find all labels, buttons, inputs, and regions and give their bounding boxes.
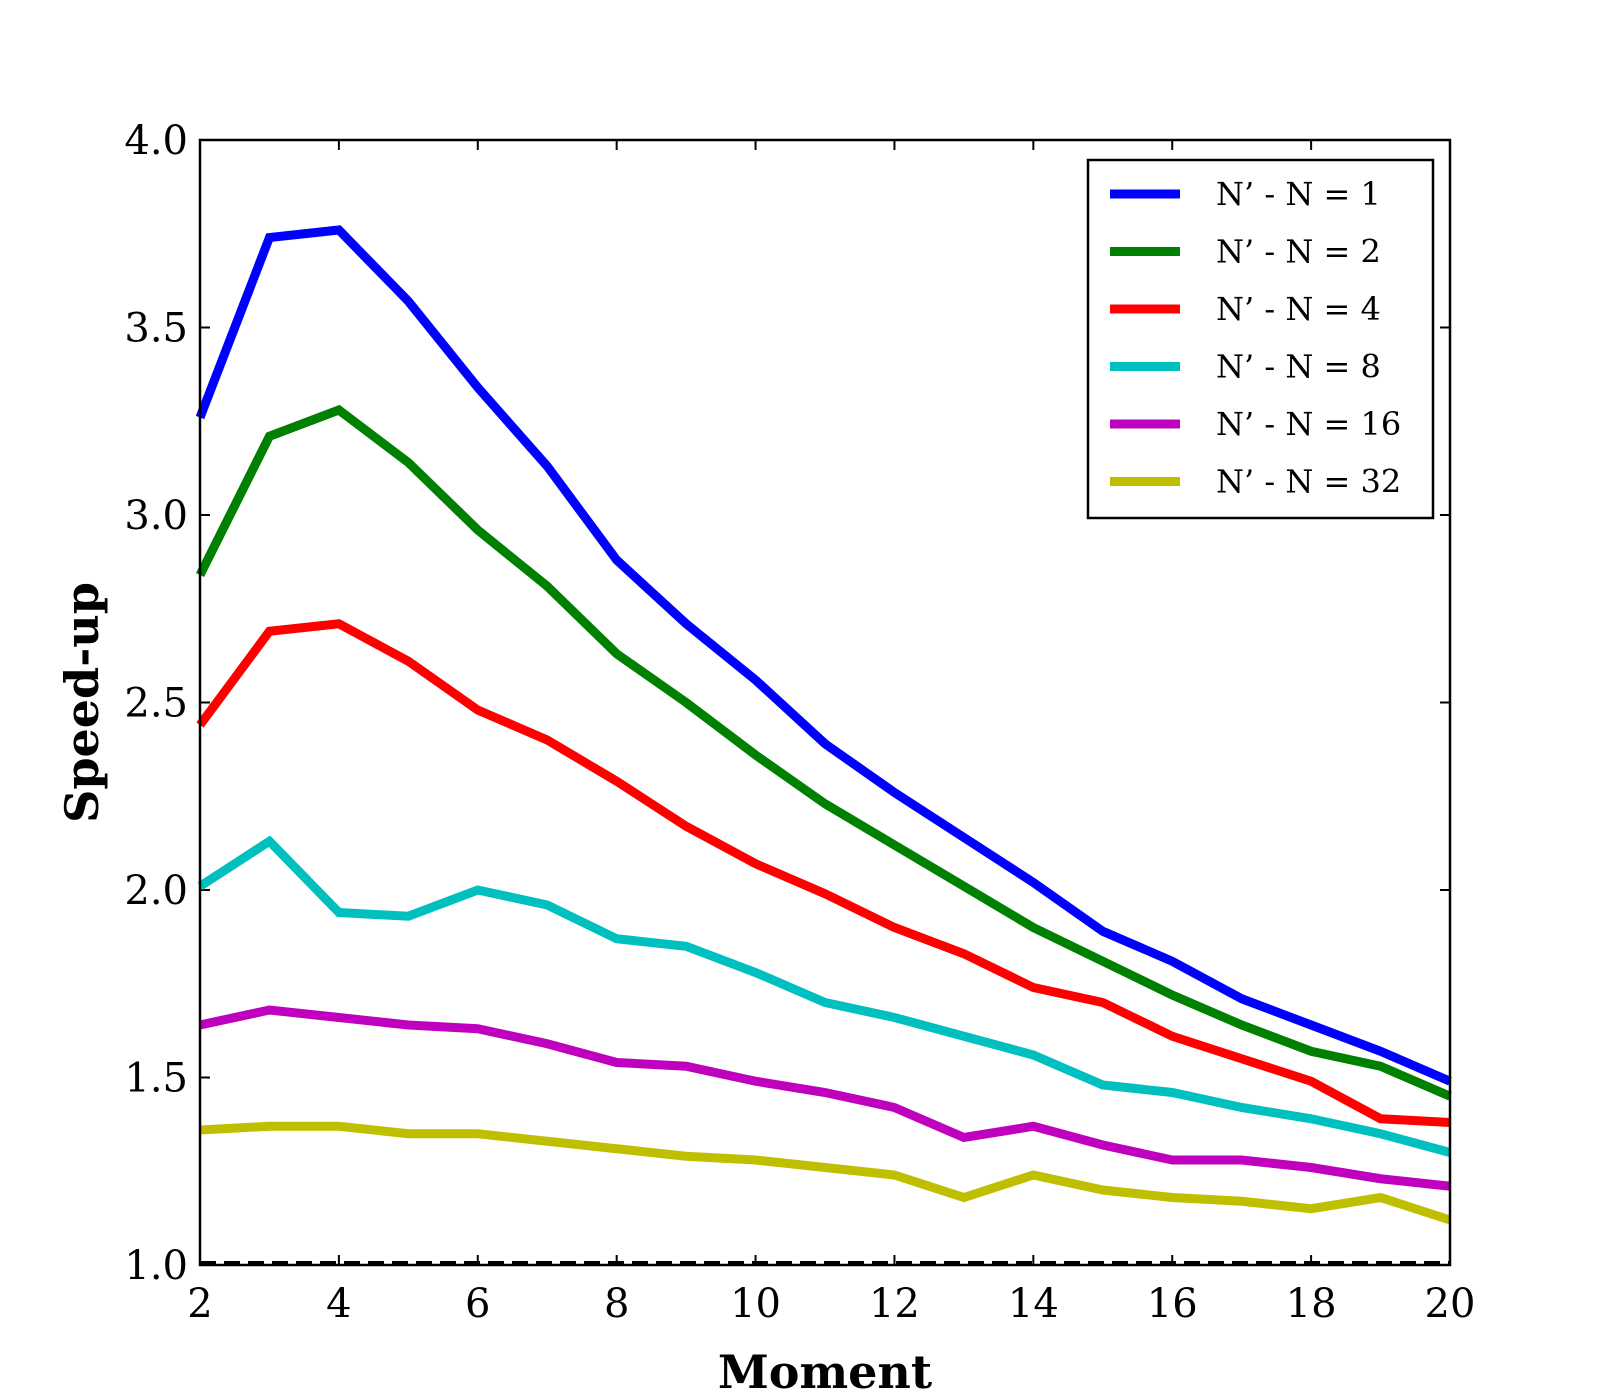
y-tick-label: 4.0 <box>124 118 188 164</box>
series-layer <box>195 225 1452 1225</box>
x-tick-label: 2 <box>187 1281 212 1327</box>
y-tick-label: 1.5 <box>124 1056 188 1102</box>
legend-label-3: N’ - N = 8 <box>1216 348 1381 386</box>
legend-label-5: N’ - N = 32 <box>1216 463 1401 501</box>
y-tick-label: 2.0 <box>124 868 188 914</box>
series-line-1 <box>195 404 1452 1101</box>
x-tick-label: 18 <box>1286 1281 1337 1327</box>
x-tick-labels: 2 4 6 8 10 12 14 16 18 20 <box>187 1281 1475 1327</box>
y-tick-label: 2.5 <box>124 681 188 727</box>
y-tick-label: 3.5 <box>124 306 188 352</box>
x-tick-label: 6 <box>465 1281 490 1327</box>
y-tick-label: 1.0 <box>124 1243 188 1289</box>
series-line-2 <box>196 619 1451 1127</box>
legend-label-1: N’ - N = 2 <box>1216 233 1381 271</box>
series-line-5 <box>199 1121 1452 1225</box>
y-axis-title: Speed-up <box>55 582 109 823</box>
legend-label-0: N’ - N = 1 <box>1216 175 1381 213</box>
legend: N’ - N = 1 N’ - N = 2 N’ - N = 4 N’ - N = 8… <box>1086 158 1435 520</box>
x-tick-label: 12 <box>869 1281 920 1327</box>
x-tick-label: 8 <box>604 1281 629 1327</box>
series-line-4 <box>199 1005 1451 1191</box>
x-tick-label: 4 <box>326 1281 351 1327</box>
x-axis-title: Moment <box>718 1345 933 1399</box>
x-tick-label: 14 <box>1008 1281 1059 1327</box>
plot-frame <box>198 138 1452 1267</box>
tick-marks <box>199 139 1451 1266</box>
y-tick-label: 3.0 <box>124 493 188 539</box>
series-line-0 <box>195 225 1452 1086</box>
legend-label-4: N’ - N = 16 <box>1216 405 1401 443</box>
x-tick-label: 16 <box>1147 1281 1198 1327</box>
y-tick-labels: 1.0 1.5 2.0 2.5 3.0 3.5 4.0 <box>124 118 188 1289</box>
legend-box <box>1086 158 1435 520</box>
series-line-3 <box>197 835 1452 1157</box>
legend-label-2: N’ - N = 4 <box>1216 290 1381 328</box>
x-tick-label: 10 <box>730 1281 781 1327</box>
x-tick-label: 20 <box>1425 1281 1476 1327</box>
